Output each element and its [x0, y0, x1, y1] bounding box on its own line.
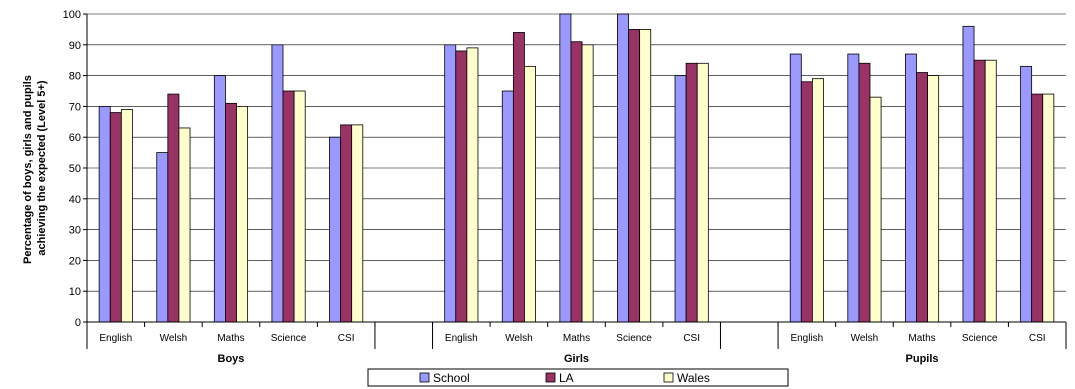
bar-wales-girls-english	[466, 47, 479, 323]
bar-school-girls-science	[617, 13, 629, 323]
bar-la-boys-csi	[340, 124, 353, 323]
bar-la-boys-science	[282, 90, 295, 323]
bar-wales-boys-maths	[236, 106, 249, 323]
y-tick-label: 30	[69, 225, 81, 237]
y-tick-label: 90	[69, 40, 81, 52]
x-category-label: English	[790, 333, 823, 344]
x-group-label: Boys	[218, 353, 245, 365]
bar-school-pupils-csi	[1020, 65, 1033, 323]
bar-school-boys-maths	[213, 75, 226, 323]
axis-labels: 0 10 20 30 40 50 60 70 80 90 100 English Welsh Maths S…	[63, 9, 1046, 365]
bar-la-boys-welsh	[167, 93, 180, 323]
bar-wales-boys-welsh	[178, 127, 191, 323]
y-axis-title-line-1: Percentage of boys, girls and pupils	[22, 75, 34, 264]
y-tick-label: 0	[75, 317, 81, 329]
bar-wales-girls-maths	[581, 44, 594, 323]
bar-school-girls-english	[444, 44, 457, 323]
legend: School LA Wales	[367, 368, 789, 387]
y-axis-title: Percentage of boys, girls and pupils ach…	[22, 72, 48, 264]
x-category-label: Maths	[908, 333, 935, 344]
bar-school-boys-welsh	[156, 152, 169, 323]
y-tick-label: 60	[69, 132, 81, 144]
x-category-label: Welsh	[160, 333, 188, 344]
y-tick-label: 40	[69, 194, 81, 206]
bar-la-girls-science	[628, 28, 641, 323]
bar-la-pupils-maths	[916, 72, 928, 323]
bar-la-girls-welsh	[512, 32, 525, 323]
legend-swatch-la	[545, 372, 556, 383]
legend-swatch-school	[419, 372, 430, 383]
legend-box	[367, 368, 789, 387]
legend-swatch-wales	[663, 372, 674, 383]
bar-wales-girls-csi	[696, 62, 709, 323]
bar-school-pupils-english	[789, 53, 802, 323]
bar-la-pupils-csi	[1031, 93, 1044, 323]
y-axis-title-line-2: achieving the expected (Level 5+)	[36, 80, 48, 255]
bar-wales-boys-csi	[351, 124, 364, 323]
x-category-label: Maths	[217, 333, 244, 344]
x-category-label: Welsh	[851, 333, 879, 344]
bar-la-girls-english	[455, 50, 468, 323]
bar-wales-pupils-english	[812, 78, 824, 323]
x-group-label: Pupils	[906, 353, 939, 365]
x-category-label: Welsh	[505, 333, 533, 344]
bar-wales-boys-english	[120, 109, 133, 323]
x-category-label: Science	[616, 333, 652, 344]
x-category-label: Science	[271, 333, 307, 344]
x-category-label: CSI	[683, 333, 700, 344]
x-category-label: Maths	[563, 333, 590, 344]
bar-school-boys-science	[271, 44, 284, 323]
legend-label-wales: Wales	[677, 371, 710, 385]
bar-school-pupils-maths	[904, 53, 917, 323]
bar-school-girls-welsh	[501, 90, 514, 323]
bar-school-boys-english	[98, 106, 111, 323]
bar-wales-girls-science	[639, 28, 652, 323]
bar-wales-pupils-maths	[927, 75, 940, 323]
x-category-label: English	[445, 333, 478, 344]
x-category-label: CSI	[1029, 333, 1046, 344]
x-category-label: Science	[962, 333, 998, 344]
bar-wales-boys-science	[293, 90, 306, 323]
bar-school-pupils-science	[962, 25, 975, 323]
y-tick-label: 70	[69, 101, 81, 113]
bar-wales-pupils-csi	[1042, 93, 1055, 323]
bar-la-boys-maths	[225, 102, 237, 323]
bar-wales-pupils-welsh	[869, 96, 882, 323]
bar-wales-girls-welsh	[524, 65, 536, 323]
bar-la-girls-maths	[570, 41, 583, 323]
bar-la-girls-csi	[685, 62, 698, 323]
y-tick-label: 80	[69, 71, 81, 83]
y-tick-label: 10	[69, 286, 81, 298]
x-group-label: Girls	[564, 353, 589, 365]
bar-la-pupils-welsh	[858, 62, 871, 323]
x-category-label: CSI	[338, 333, 355, 344]
x-category-label: English	[99, 333, 132, 344]
axes	[83, 13, 1067, 349]
bar-school-pupils-welsh	[847, 53, 860, 323]
bars	[98, 13, 1055, 323]
bar-wales-pupils-science	[984, 59, 997, 323]
bar-la-boys-english	[109, 112, 122, 323]
legend-label-school: School	[433, 371, 470, 385]
bar-la-pupils-science	[973, 59, 986, 323]
bar-la-pupils-english	[800, 81, 813, 323]
y-tick-label: 50	[69, 163, 81, 175]
y-tick-label: 20	[69, 255, 81, 267]
y-tick-label: 100	[63, 9, 81, 21]
bar-school-boys-csi	[329, 136, 341, 323]
bar-school-girls-maths	[559, 13, 572, 323]
bar-school-girls-csi	[674, 75, 687, 323]
legend-label-la: LA	[559, 371, 574, 385]
